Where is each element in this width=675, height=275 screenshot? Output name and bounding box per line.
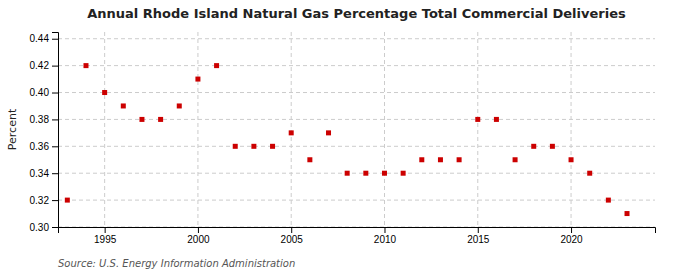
y-tick: 0.38	[30, 114, 58, 125]
grid-line-x	[197, 32, 198, 227]
x-tick: 2020	[560, 227, 583, 245]
x-tick: 2015	[467, 227, 490, 245]
grid-line-x	[104, 32, 105, 227]
y-axis-title: Percent	[6, 108, 19, 150]
y-tick-mark	[52, 93, 58, 94]
x-tick-mark	[571, 227, 572, 233]
point	[587, 171, 592, 176]
y-tick: 0.32	[30, 195, 58, 206]
title: Annual Rhode Island Natural Gas Percenta…	[87, 6, 626, 21]
x-tick-label: 2005	[281, 234, 304, 245]
y-tick: 0.34	[30, 168, 58, 179]
point	[214, 63, 219, 68]
y-tick-label: 0.44	[30, 33, 50, 44]
point	[625, 211, 630, 216]
grid-line-x	[384, 32, 385, 227]
point	[531, 144, 536, 149]
point	[158, 117, 163, 122]
x-tick-mark	[105, 227, 106, 233]
grid-line-y	[58, 146, 655, 147]
x-axis-line	[59, 228, 656, 234]
y-tick: 0.42	[30, 60, 58, 71]
x-tick-mark	[384, 227, 385, 233]
x-tick: 2005	[281, 227, 304, 245]
point	[494, 117, 499, 122]
point	[65, 198, 70, 203]
point	[177, 103, 182, 108]
y-tick-label: 0.34	[30, 168, 50, 179]
x-tick: 2000	[187, 227, 210, 245]
y-tick-mark	[52, 146, 58, 147]
grid-line-y	[58, 173, 655, 174]
point	[606, 198, 611, 203]
x-tick: 2010	[374, 227, 397, 245]
y-tick-mark	[52, 173, 58, 174]
point	[326, 130, 331, 135]
point	[83, 63, 88, 68]
grid-line-y	[58, 65, 655, 66]
y-tick-mark	[52, 119, 58, 120]
grid	[58, 32, 655, 227]
grid-line-y	[58, 119, 655, 120]
x-axis: 1995 2000 2005 2010 2015 2020	[59, 227, 656, 245]
points	[65, 63, 630, 216]
grid-line-y	[58, 200, 655, 201]
y-tick-mark	[52, 227, 58, 228]
point	[419, 157, 424, 162]
y-tick-label: 0.30	[30, 222, 50, 233]
grid-line-x	[477, 32, 478, 227]
y-tick-label: 0.36	[30, 141, 50, 152]
point	[307, 157, 312, 162]
x-tick-label: 2015	[467, 234, 490, 245]
point	[457, 157, 462, 162]
x-tick-label: 2010	[374, 234, 397, 245]
y-tick: 0.44	[30, 33, 58, 44]
y-tick-label: 0.42	[30, 60, 50, 71]
point	[569, 157, 574, 162]
x-tick-mark	[291, 227, 292, 233]
point	[121, 103, 126, 108]
chart: 1995 2000 2005 2010 2015 2020 0.30 0.32 0.34 0.36…	[0, 0, 675, 275]
point	[513, 157, 518, 162]
x-tick: 1995	[94, 227, 117, 245]
point	[475, 117, 480, 122]
y-tick: 0.30	[30, 222, 58, 233]
y-tick-mark	[52, 200, 58, 201]
y-tick-mark	[52, 39, 58, 40]
point	[233, 144, 238, 149]
point	[251, 144, 256, 149]
point	[139, 117, 144, 122]
source-note: Source: U.S. Energy Information Administ…	[58, 258, 295, 269]
plot-area: 1995 2000 2005 2010 2015 2020 0.30 0.32 0.34 0.36…	[30, 32, 656, 245]
grid-line-x	[291, 32, 292, 227]
x-tick-mark	[478, 227, 479, 233]
x-tick-label: 1995	[94, 234, 117, 245]
point	[270, 144, 275, 149]
point	[345, 171, 350, 176]
x-tick-mark	[198, 227, 199, 233]
point	[363, 171, 368, 176]
point	[102, 90, 107, 95]
grid-line-y	[58, 38, 655, 39]
point	[382, 171, 387, 176]
point	[195, 77, 200, 82]
point	[289, 130, 294, 135]
y-tick: 0.36	[30, 141, 58, 152]
point	[438, 157, 443, 162]
y-tick: 0.40	[30, 87, 58, 98]
y-axis-line	[52, 33, 59, 228]
x-tick-label: 2020	[560, 234, 583, 245]
point	[550, 144, 555, 149]
y-tick-label: 0.32	[30, 195, 50, 206]
grid-line-x	[571, 32, 572, 227]
y-tick-label: 0.38	[30, 114, 50, 125]
point	[401, 171, 406, 176]
x-tick-label: 2000	[187, 234, 210, 245]
y-tick-label: 0.40	[30, 87, 50, 98]
grid-line-y	[58, 92, 655, 93]
y-axis: 0.30 0.32 0.34 0.36 0.38 0.40 0.42 0.44	[30, 33, 59, 233]
y-tick-mark	[52, 66, 58, 67]
